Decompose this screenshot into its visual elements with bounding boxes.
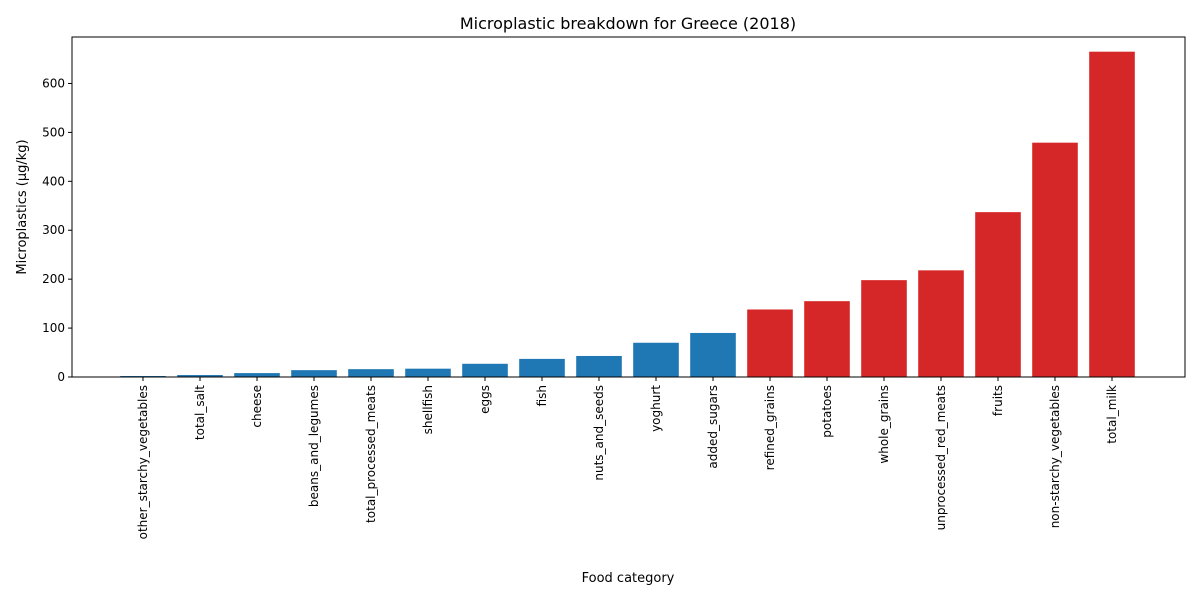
x-tick-label-unprocessed_red_meats: unprocessed_red_meats	[934, 385, 948, 530]
y-axis: 0 100 200 300 400 500 600	[42, 76, 72, 384]
x-tick-label-added_sugars: added_sugars	[706, 385, 720, 469]
y-tick-label-100: 100	[42, 321, 65, 335]
bar-cheese	[234, 373, 280, 377]
x-tick-label-eggs: eggs	[478, 385, 492, 414]
x-tick-label-fish: fish	[535, 385, 549, 406]
bar-fish	[519, 358, 565, 377]
bar-beans_and_legumes	[291, 370, 337, 377]
plot-frame	[71, 36, 1186, 378]
bar-unprocessed_red_meats	[918, 270, 964, 377]
x-tick-label-other_starchy_vegetables: other_starchy_vegetables	[136, 385, 150, 539]
x-tick-label-total_milk: total_milk	[1105, 385, 1119, 444]
bar-eggs	[462, 363, 508, 377]
x-tick-label-nuts_and_seeds: nuts_and_seeds	[592, 385, 606, 481]
chart-title: Microplastic breakdown for Greece (2018)	[460, 14, 796, 33]
bar-total_milk	[1089, 51, 1135, 378]
x-tick-label-non-starchy_vegetables: non-starchy_vegetables	[1048, 385, 1062, 528]
y-tick-label-300: 300	[42, 223, 65, 237]
x-tick-label-beans_and_legumes: beans_and_legumes	[307, 385, 321, 507]
x-axis-label: Food category	[582, 571, 675, 586]
bar-total_processed_meats	[348, 369, 394, 377]
x-tick-label-shellfish: shellfish	[421, 385, 435, 434]
x-tick-label-cheese: cheese	[250, 385, 264, 428]
bar-added_sugars	[690, 332, 736, 377]
x-tick-label-potatoes: potatoes	[820, 385, 834, 438]
bar-potatoes	[804, 301, 850, 377]
bar-nuts_and_seeds	[576, 355, 622, 377]
y-tick-label-500: 500	[42, 125, 65, 139]
bar-shellfish	[405, 368, 451, 377]
bar-fruits	[975, 212, 1021, 377]
y-axis-label: Microplastics (µg/kg)	[15, 139, 30, 274]
y-tick-label-400: 400	[42, 174, 65, 188]
bars-group	[120, 51, 1135, 378]
y-tick-label-600: 600	[42, 76, 65, 90]
bar-refined_grains	[747, 309, 793, 377]
y-tick-label-200: 200	[42, 272, 65, 286]
x-tick-label-refined_grains: refined_grains	[763, 385, 777, 470]
x-tick-label-total_salt: total_salt	[193, 385, 207, 440]
x-tick-label-yoghurt: yoghurt	[649, 385, 663, 432]
y-tick-label-0: 0	[57, 370, 65, 384]
x-tick-label-whole_grains: whole_grains	[877, 385, 891, 464]
bar-yoghurt	[633, 342, 679, 377]
bar-total_salt	[177, 375, 223, 377]
x-axis: other_starchy_vegetables total_salt cheese…	[136, 377, 1119, 539]
bar-whole_grains	[861, 280, 907, 377]
x-tick-label-total_processed_meats: total_processed_meats	[364, 385, 378, 523]
x-tick-label-fruits: fruits	[991, 385, 1005, 416]
bar-non-starchy_vegetables	[1032, 142, 1078, 377]
